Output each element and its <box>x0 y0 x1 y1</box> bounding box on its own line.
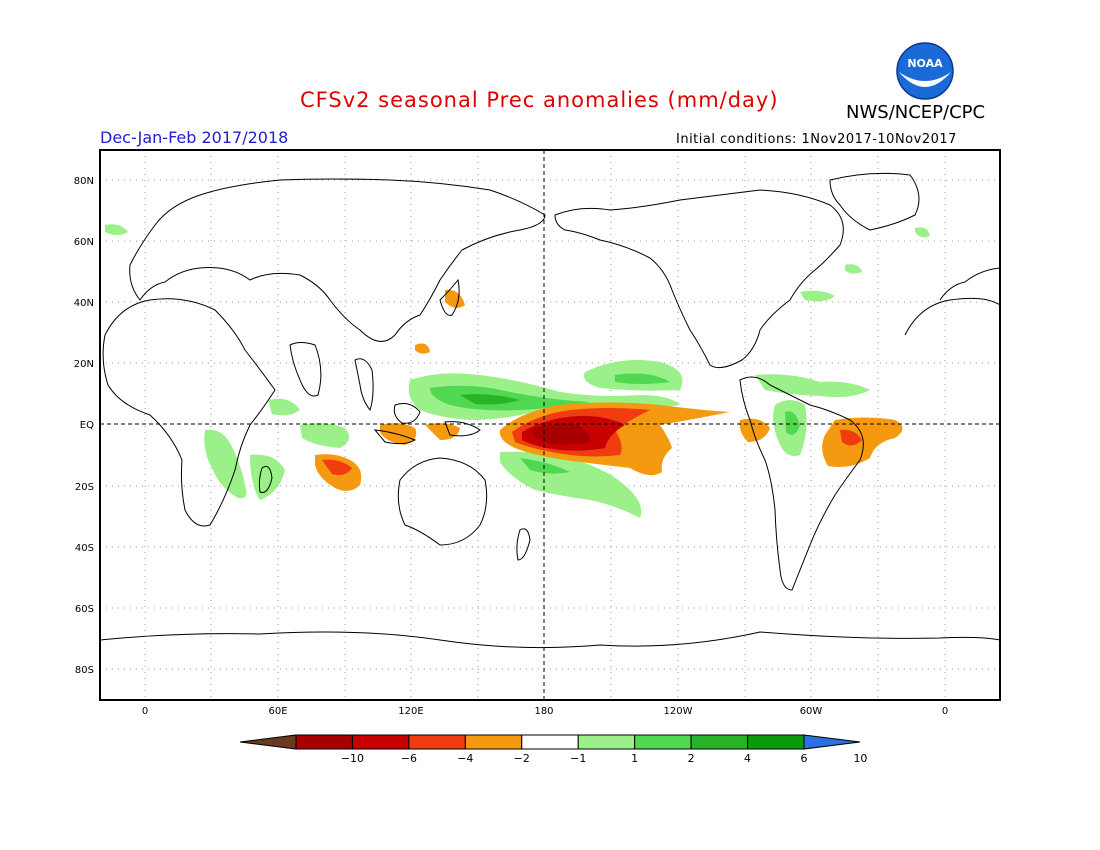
colorbar-label: −4 <box>457 752 473 765</box>
colorbar-swatch <box>295 734 353 750</box>
lon-label: 0 <box>942 706 948 717</box>
colorbar-swatch <box>577 734 636 750</box>
lon-label: 180 <box>534 706 553 717</box>
latitude-labels: 80N 60N 40N 20N EQ 20S 40S 60S 80S <box>74 176 94 676</box>
lat-label: 20S <box>75 482 94 493</box>
colorbar-swatch <box>408 734 466 750</box>
colorbar-label: 2 <box>688 752 695 765</box>
lat-label: 80N <box>74 176 94 187</box>
lon-label: 60E <box>268 706 287 717</box>
colorbar: −10 −6 −4 −2 −1 1 2 4 6 10 <box>239 734 867 765</box>
noaa-logo-text: NOAA <box>907 57 943 70</box>
lat-label: 60N <box>74 237 94 248</box>
lat-label: 60S <box>75 604 94 615</box>
season-label: Dec-Jan-Feb 2017/2018 <box>100 128 289 147</box>
agency-label: NWS/NCEP/CPC <box>846 102 986 123</box>
colorbar-swatch <box>747 734 805 750</box>
lat-label: 40N <box>74 298 94 309</box>
lon-label: 0 <box>142 706 148 717</box>
colorbar-label: −2 <box>514 752 530 765</box>
colorbar-swatch <box>351 734 410 750</box>
longitude-labels: 0 60E 120E 180 120W 60W 0 <box>142 706 948 717</box>
initial-conditions-label: Initial conditions: 1Nov2017-10Nov2017 <box>676 132 957 147</box>
colorbar-label: 1 <box>631 752 638 765</box>
gridlines <box>100 150 1000 700</box>
colorbar-right-arrow <box>803 734 861 750</box>
lat-label: 20N <box>74 359 94 370</box>
colorbar-swatch <box>690 734 749 750</box>
noaa-logo: NOAA <box>896 42 954 100</box>
lon-label: 120E <box>398 706 423 717</box>
colorbar-label: −1 <box>570 752 586 765</box>
colorbar-swatch <box>521 734 579 750</box>
coastlines <box>100 172 1000 700</box>
lon-label: 120W <box>664 706 693 717</box>
colorbar-swatch <box>464 734 523 750</box>
map-frame <box>99 149 1001 701</box>
lat-label: 80S <box>75 665 94 676</box>
colorbar-label: 10 <box>853 752 867 765</box>
colorbar-swatch <box>634 734 692 750</box>
colorbar-label: 4 <box>744 752 751 765</box>
southern-africa-wet-region <box>204 429 247 499</box>
lat-label: 40S <box>75 543 94 554</box>
lon-label: 60W <box>800 706 823 717</box>
lat-label: EQ <box>80 420 94 431</box>
colorbar-label: −6 <box>401 752 417 765</box>
colorbar-left-arrow <box>239 734 297 750</box>
colorbar-label: −10 <box>341 752 364 765</box>
colorbar-label: 6 <box>801 752 808 765</box>
chart-title: CFSv2 seasonal Prec anomalies (mm/day) <box>300 88 779 112</box>
